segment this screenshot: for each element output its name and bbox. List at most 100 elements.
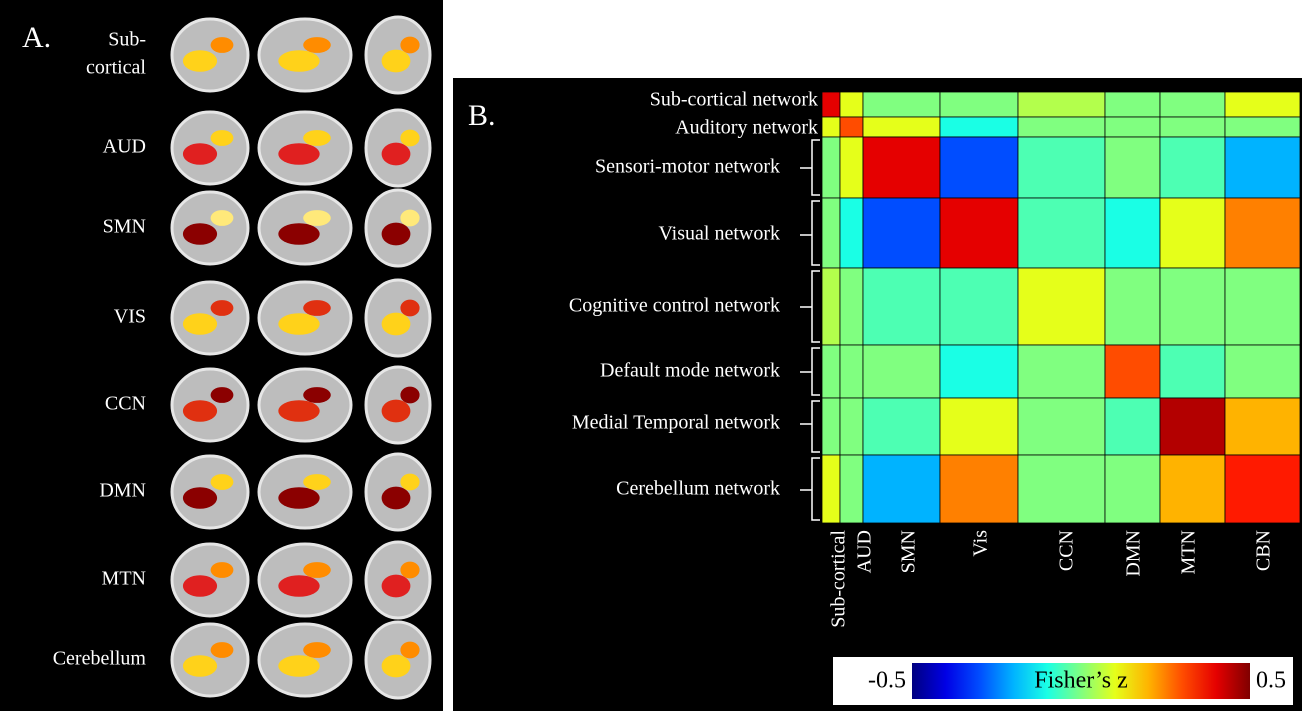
activation-blob bbox=[278, 223, 320, 245]
network-label: VIS bbox=[114, 306, 146, 328]
column-label: CBN bbox=[1253, 530, 1275, 571]
heatmap-cell bbox=[862, 136, 941, 199]
activation-blob bbox=[182, 223, 218, 245]
heatmap-cell bbox=[839, 136, 864, 199]
activation-blob bbox=[381, 49, 411, 73]
row-label: Sub-cortical network bbox=[650, 89, 818, 111]
activation-blob bbox=[381, 574, 411, 598]
activation-blob bbox=[303, 562, 331, 578]
heatmap-cell bbox=[1224, 197, 1301, 269]
activation-blob bbox=[303, 387, 331, 403]
column-label: SMN bbox=[898, 530, 920, 573]
activation-blob bbox=[381, 399, 411, 423]
activation-blob bbox=[400, 129, 420, 147]
heatmap-cell bbox=[1159, 136, 1226, 199]
network-label: SMN bbox=[103, 216, 146, 238]
network-label: DMN bbox=[99, 480, 146, 502]
heatmap-cell bbox=[1159, 344, 1226, 399]
heatmap-cell bbox=[821, 344, 841, 399]
activation-blob bbox=[400, 209, 420, 227]
column-label: CCN bbox=[1056, 530, 1078, 571]
heatmap-cell bbox=[1224, 344, 1301, 399]
activation-blob bbox=[182, 487, 218, 509]
heatmap-cell bbox=[862, 344, 941, 399]
heatmap-cell bbox=[862, 267, 941, 346]
row-label: Default mode network bbox=[600, 360, 780, 382]
activation-blob bbox=[278, 655, 320, 677]
activation-blob bbox=[400, 299, 420, 317]
activation-blob bbox=[303, 130, 331, 146]
activation-blob bbox=[278, 143, 320, 165]
heatmap-cell bbox=[1224, 136, 1301, 199]
heatmap-cell bbox=[821, 454, 841, 524]
network-label: CCN bbox=[105, 393, 146, 415]
activation-blob bbox=[210, 37, 234, 53]
row-bracket bbox=[800, 347, 820, 396]
heatmap-cell bbox=[839, 267, 864, 346]
row-bracket bbox=[800, 400, 820, 453]
colorbar-tick-label: -0.5 bbox=[868, 668, 906, 694]
activation-blob bbox=[182, 400, 218, 422]
row-label: Auditory network bbox=[675, 117, 818, 139]
row-label: Visual network bbox=[658, 223, 780, 245]
heatmap-cell bbox=[862, 197, 941, 269]
heatmap-cell bbox=[1017, 397, 1106, 456]
heatmap-cell bbox=[939, 344, 1019, 399]
activation-blob bbox=[210, 642, 234, 658]
activation-blob bbox=[278, 50, 320, 72]
column-label: Vis bbox=[970, 530, 992, 557]
heatmap-cell bbox=[1224, 267, 1301, 346]
heatmap-cell bbox=[862, 116, 941, 138]
activation-blob bbox=[210, 387, 234, 403]
activation-blob bbox=[182, 143, 218, 165]
heatmap-cell bbox=[939, 454, 1019, 524]
heatmap-cell bbox=[821, 197, 841, 269]
activation-blob bbox=[381, 486, 411, 510]
activation-blob bbox=[210, 562, 234, 578]
heatmap-cell bbox=[839, 197, 864, 269]
panel-b-label: B. bbox=[468, 99, 496, 132]
heatmap-cell bbox=[1104, 197, 1161, 269]
activation-blob bbox=[278, 400, 320, 422]
network-label: Cerebellum bbox=[53, 648, 147, 670]
heatmap-cell bbox=[1017, 116, 1106, 138]
activation-blob bbox=[400, 473, 420, 491]
heatmap-cell bbox=[1104, 91, 1161, 118]
heatmap-cell bbox=[1017, 197, 1106, 269]
activation-blob bbox=[400, 386, 420, 404]
activation-blob bbox=[278, 313, 320, 335]
column-label: AUD bbox=[854, 530, 876, 573]
heatmap-cell bbox=[1017, 344, 1106, 399]
heatmap-cell bbox=[862, 91, 941, 118]
heatmap-cell bbox=[939, 397, 1019, 456]
column-label: MTN bbox=[1178, 530, 1200, 574]
heatmap-cell bbox=[939, 267, 1019, 346]
heatmap-cell bbox=[839, 116, 864, 138]
activation-blob bbox=[381, 654, 411, 678]
heatmap-cell bbox=[821, 397, 841, 456]
activation-blob bbox=[381, 222, 411, 246]
heatmap-cell bbox=[1104, 397, 1161, 456]
colorbar-tick-label: 0.5 bbox=[1256, 668, 1286, 694]
activation-blob bbox=[303, 210, 331, 226]
activation-blob bbox=[210, 210, 234, 226]
activation-blob bbox=[210, 130, 234, 146]
heatmap-cell bbox=[1104, 116, 1161, 138]
heatmap-cell bbox=[839, 91, 864, 118]
activation-blob bbox=[381, 312, 411, 336]
column-label: DMN bbox=[1123, 530, 1145, 577]
colorbar bbox=[912, 663, 1250, 699]
heatmap-cell bbox=[1224, 454, 1301, 524]
heatmap-cell bbox=[862, 454, 941, 524]
heatmap-cell bbox=[862, 397, 941, 456]
network-label: MTN bbox=[102, 568, 146, 590]
activation-blob bbox=[210, 300, 234, 316]
heatmap-cell bbox=[821, 267, 841, 346]
heatmap-cell bbox=[1224, 397, 1301, 456]
heatmap-cell bbox=[839, 344, 864, 399]
activation-blob bbox=[303, 300, 331, 316]
row-label: Cerebellum network bbox=[616, 478, 780, 500]
heatmap-cell bbox=[821, 116, 841, 138]
row-bracket bbox=[800, 200, 820, 266]
